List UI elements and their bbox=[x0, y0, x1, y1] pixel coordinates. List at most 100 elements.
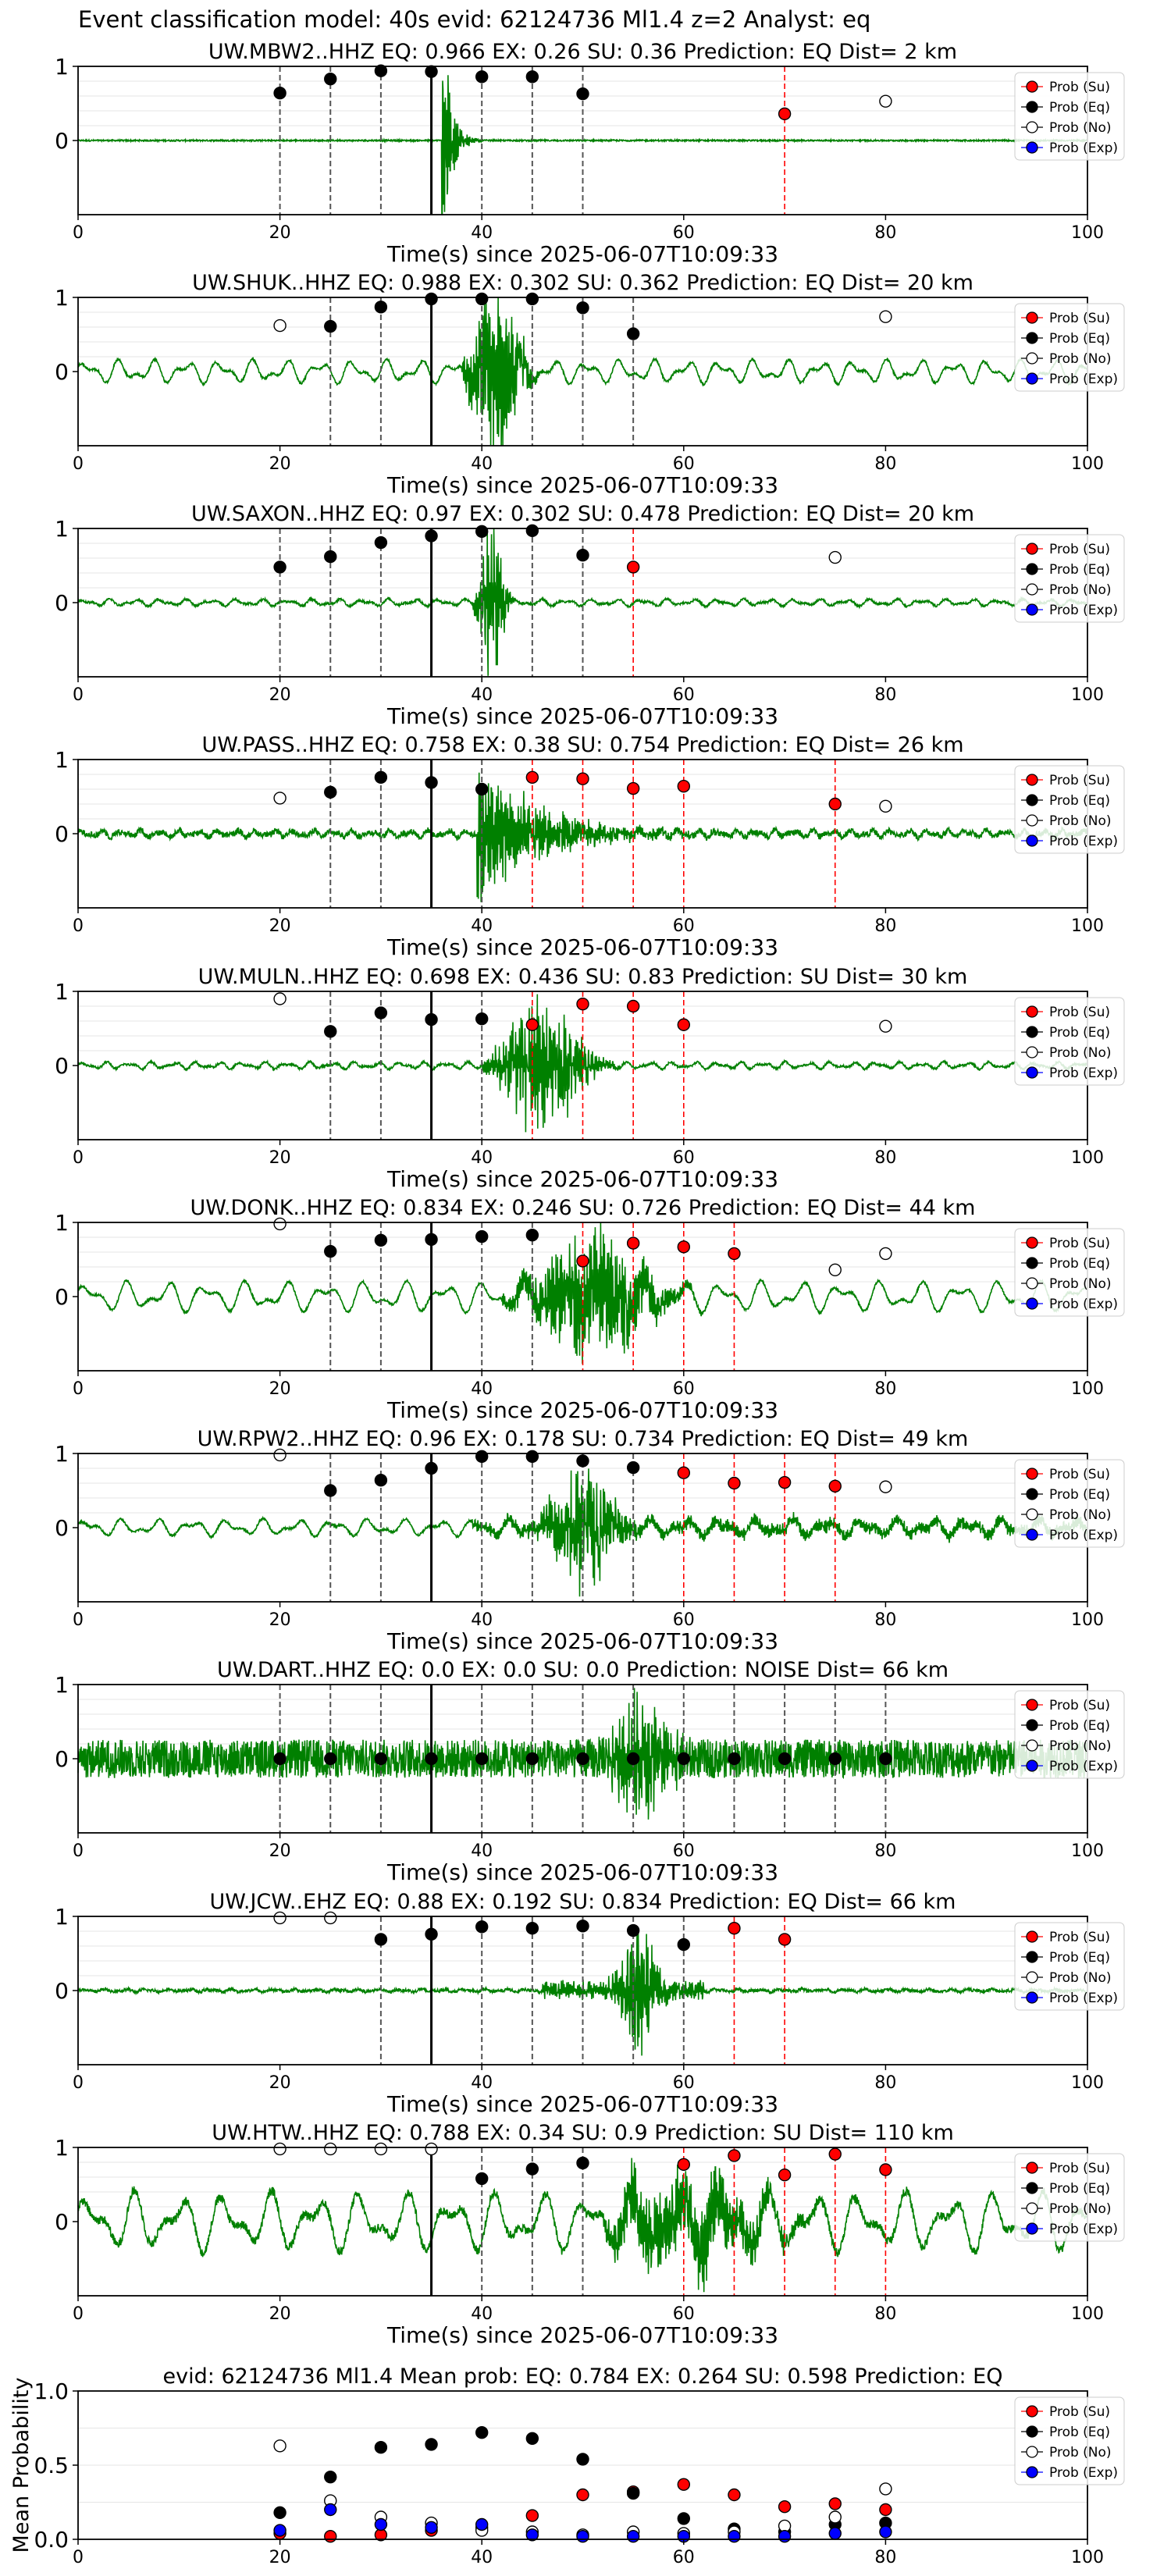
panel-title: UW.DONK..HHZ EQ: 0.834 EX: 0.246 SU: 0.7… bbox=[190, 1196, 976, 1220]
x-axis-label: Time(s) since 2025-06-07T10:09:33 bbox=[386, 2322, 778, 2348]
x-axis-label: Time(s) since 2025-06-07T10:09:33 bbox=[386, 1859, 778, 1885]
eq-point bbox=[273, 2506, 287, 2520]
legend-label: Prob (No) bbox=[1049, 1970, 1112, 1986]
legend-marker bbox=[1026, 1719, 1038, 1731]
legend-label: Prob (No) bbox=[1049, 2445, 1112, 2460]
x-tick-label: 100 bbox=[1071, 1379, 1104, 1399]
x-tick-label: 20 bbox=[269, 454, 291, 474]
eq-point bbox=[677, 2512, 690, 2525]
eq-point bbox=[576, 2156, 589, 2170]
legend-box bbox=[1014, 1459, 1125, 1548]
legend-marker bbox=[1026, 352, 1038, 365]
legend-label: Prob (Exp) bbox=[1049, 1066, 1118, 1081]
legend-marker bbox=[1026, 2182, 1038, 2194]
eq-point bbox=[425, 1461, 438, 1475]
legend-box bbox=[1014, 1922, 1125, 2011]
seismogram-trace bbox=[77, 528, 1088, 676]
su-point bbox=[778, 1475, 792, 1489]
x-tick-label: 40 bbox=[471, 1610, 493, 1630]
su-point bbox=[677, 2158, 690, 2172]
y-axis-label: Mean Probability bbox=[9, 2378, 34, 2553]
exp-point bbox=[324, 2503, 337, 2517]
x-tick-label: 80 bbox=[874, 454, 896, 474]
eq-point bbox=[425, 1233, 438, 1247]
eq-point bbox=[324, 1244, 337, 1258]
eq-point bbox=[374, 301, 388, 314]
x-axis-label: Time(s) since 2025-06-07T10:09:33 bbox=[386, 1166, 778, 1192]
no-point bbox=[273, 2439, 287, 2453]
y-tick-label: 1 bbox=[55, 285, 69, 311]
su-point bbox=[525, 2509, 539, 2522]
exp-point bbox=[525, 2528, 539, 2542]
x-tick-label: 20 bbox=[269, 1610, 291, 1630]
eq-point bbox=[374, 1933, 388, 1946]
exp-point bbox=[728, 2529, 741, 2543]
legend-label: Prob (Exp) bbox=[1049, 1528, 1118, 1543]
x-tick-label: 60 bbox=[673, 1610, 695, 1630]
legend-marker bbox=[1026, 1468, 1038, 1480]
eq-point bbox=[324, 1025, 337, 1038]
legend-marker bbox=[1026, 372, 1038, 385]
eq-point bbox=[475, 1752, 489, 1766]
legend-marker bbox=[1026, 1236, 1038, 1249]
legend-marker bbox=[1026, 563, 1038, 575]
x-tick-label: 80 bbox=[874, 2073, 896, 2093]
no-point bbox=[273, 1911, 287, 1925]
x-tick-label: 80 bbox=[874, 1610, 896, 1630]
legend-marker bbox=[1026, 332, 1038, 344]
su-point bbox=[626, 781, 640, 795]
x-tick-label: 0 bbox=[73, 916, 84, 936]
no-point bbox=[273, 992, 287, 1005]
eq-point bbox=[475, 1229, 489, 1244]
no-point bbox=[273, 792, 287, 805]
su-point bbox=[728, 1921, 741, 1935]
x-tick-label: 0 bbox=[73, 223, 84, 243]
su-point bbox=[626, 1236, 640, 1250]
eq-point bbox=[374, 1473, 388, 1487]
legend-marker bbox=[1026, 311, 1038, 324]
legend-label: Prob (Eq) bbox=[1049, 562, 1110, 578]
x-tick-label: 80 bbox=[874, 2548, 896, 2567]
eq-point bbox=[374, 1006, 388, 1019]
eq-point bbox=[525, 1228, 539, 1242]
legend-label: Prob (Su) bbox=[1049, 1930, 1110, 1945]
legend-label: Prob (Su) bbox=[1049, 1467, 1110, 1482]
x-tick-label: 20 bbox=[269, 2548, 291, 2567]
exp-point bbox=[374, 2517, 388, 2532]
y-tick-label: 1 bbox=[55, 747, 69, 773]
y-tick-label: 1.0 bbox=[34, 2379, 69, 2404]
legend-marker bbox=[1026, 2425, 1038, 2438]
eq-point bbox=[475, 2425, 489, 2439]
su-point bbox=[778, 1933, 792, 1946]
eq-point bbox=[324, 1484, 337, 1497]
y-tick-label: 0 bbox=[55, 359, 69, 385]
eq-point bbox=[525, 292, 539, 306]
no-point bbox=[324, 1911, 337, 1925]
y-tick-label: 1 bbox=[55, 1672, 69, 1698]
su-point bbox=[576, 772, 589, 785]
eq-point bbox=[374, 64, 388, 77]
legend-marker bbox=[1026, 1699, 1038, 1711]
y-tick-label: 1 bbox=[55, 1210, 69, 1236]
legend-box bbox=[1014, 1690, 1125, 1779]
legend-label: Prob (Exp) bbox=[1049, 372, 1118, 387]
legend-label: Prob (Exp) bbox=[1049, 1991, 1118, 2006]
legend-marker bbox=[1026, 1951, 1038, 1963]
su-point bbox=[828, 2497, 842, 2510]
eq-point bbox=[425, 65, 438, 78]
x-tick-label: 80 bbox=[874, 685, 896, 705]
legend-marker bbox=[1026, 774, 1038, 786]
x-tick-label: 100 bbox=[1071, 916, 1104, 936]
x-tick-label: 80 bbox=[874, 1841, 896, 1861]
x-tick-label: 80 bbox=[874, 916, 896, 936]
legend-marker bbox=[1026, 794, 1038, 806]
y-tick-label: 1 bbox=[55, 2135, 69, 2161]
x-tick-label: 20 bbox=[269, 685, 291, 705]
x-tick-label: 0 bbox=[73, 2304, 84, 2324]
legend-label: Prob (No) bbox=[1049, 1738, 1112, 1754]
y-tick-label: 0.5 bbox=[34, 2453, 69, 2478]
x-tick-label: 100 bbox=[1071, 1610, 1104, 1630]
exp-point bbox=[273, 2524, 287, 2537]
x-axis-label: Time(s) since 2025-06-07T10:09:33 bbox=[386, 934, 778, 960]
legend-label: Prob (Su) bbox=[1049, 2404, 1110, 2420]
